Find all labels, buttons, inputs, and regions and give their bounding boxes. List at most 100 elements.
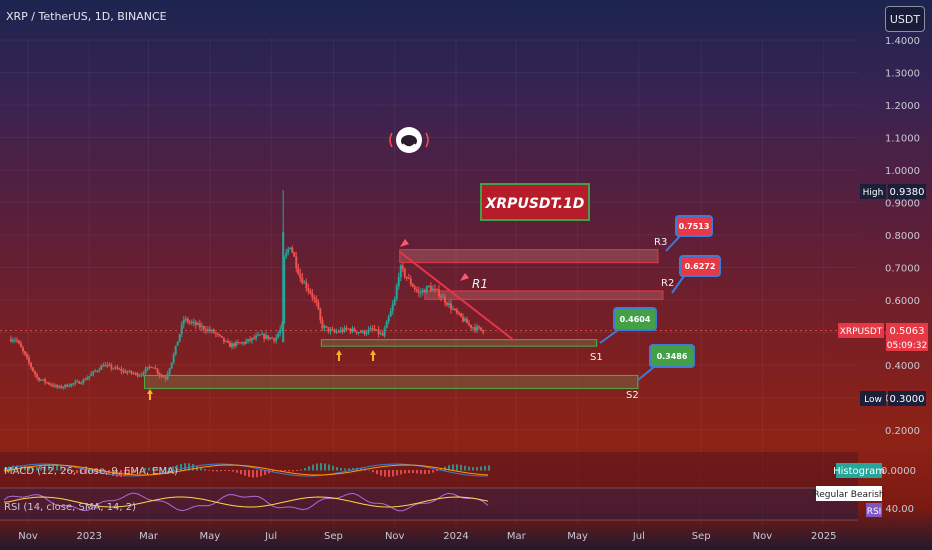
candle-body [46,382,49,384]
candle-body [456,309,459,313]
rsi-pane [0,488,858,520]
time-tick-label: May [200,531,221,542]
candle-body [474,327,477,331]
candle-body [126,372,129,374]
candle-body [439,296,442,298]
candle-body [451,308,454,310]
currency-unit-button[interactable]: USDT [885,6,925,32]
candle-body [54,385,57,387]
candle-body [230,343,233,348]
level-label-s2: S2 [626,390,639,401]
macd-bar [260,470,262,477]
candle-body [200,326,203,328]
candle-body [293,252,296,257]
macd-bar [84,470,86,475]
trendline-r1 [399,251,515,342]
macd-bar [148,467,150,471]
macd-bar [320,463,322,471]
macd-bar [104,470,106,474]
candle-body [375,329,378,331]
macd-bar [432,470,434,473]
candle-body [277,333,280,338]
candle-body [427,285,430,287]
rsi-badge-text: RSI [867,507,882,517]
candle-body [409,278,412,285]
candle-body [214,332,217,334]
candle-body [176,341,179,346]
macd-bar [108,470,110,475]
candle-body [325,326,328,328]
macd-bar [472,467,474,471]
candle-body [261,334,264,336]
candle-body [42,379,45,381]
candle-body [363,330,366,334]
candle-body [341,329,344,332]
price-tick-label: 1.0000 [885,166,920,177]
candle-body [480,327,483,330]
callout-value-r2: 0.6272 [685,262,716,271]
candle-body [413,286,416,290]
low-label-text: Low [864,395,882,405]
candle-body [90,373,93,376]
candle-body [403,268,406,277]
candle-body [72,383,75,385]
macd-bar [164,468,166,471]
macd-bar [380,470,382,476]
candle-body [172,354,175,363]
candle-body [371,328,374,330]
macd-bar [460,464,462,471]
candle-body [395,286,398,299]
candle-body [11,340,14,342]
low-value-badge [888,391,926,406]
candle-body [431,288,434,291]
price-tick-label: 0.4000 [885,361,920,372]
candle-body [327,327,330,332]
macd-bar [300,469,302,471]
macd-bar [308,466,310,471]
candle-body [112,368,115,370]
candle-body [30,362,33,368]
candle-body [9,339,12,342]
macd-bar [404,470,406,474]
macd-bar [248,470,250,477]
candle-body [210,329,213,332]
macd-bar [212,470,214,472]
macd-bar [484,465,486,471]
candle-body [96,370,99,372]
macd-bar [328,464,330,471]
candle-body [279,329,282,334]
candle-body [245,341,248,344]
candle-body [443,296,446,303]
candle-body [66,384,69,387]
candle-body [441,296,444,298]
macd-bar [200,467,202,471]
candle-body [196,323,199,326]
macd-bar [124,470,126,477]
candle-body [60,386,63,388]
macd-bar [24,466,26,471]
marker-flag-icon [460,273,469,281]
candle-body [462,316,465,322]
candle-body [282,231,285,343]
candle-body [116,367,119,369]
rsi-value: 40.00 [885,504,914,515]
marker-flag-icon [400,239,409,247]
candle-body [180,324,183,335]
time-tick-label: 2024 [443,531,468,542]
low-label-badge [860,391,886,406]
candle-body [251,337,254,341]
candle-body [255,335,258,339]
price-tick-label: 0.9000 [885,199,920,210]
macd-bar [32,467,34,471]
candle-body [303,282,306,284]
macd-bar [252,470,254,478]
macd-bar [64,467,66,471]
candle-body [128,370,131,373]
candle-body [349,329,352,332]
candle-body [435,288,438,290]
macd-bar [268,470,270,474]
candle-body [182,319,185,325]
callout-pointer [665,235,681,252]
candle-body [417,290,420,293]
